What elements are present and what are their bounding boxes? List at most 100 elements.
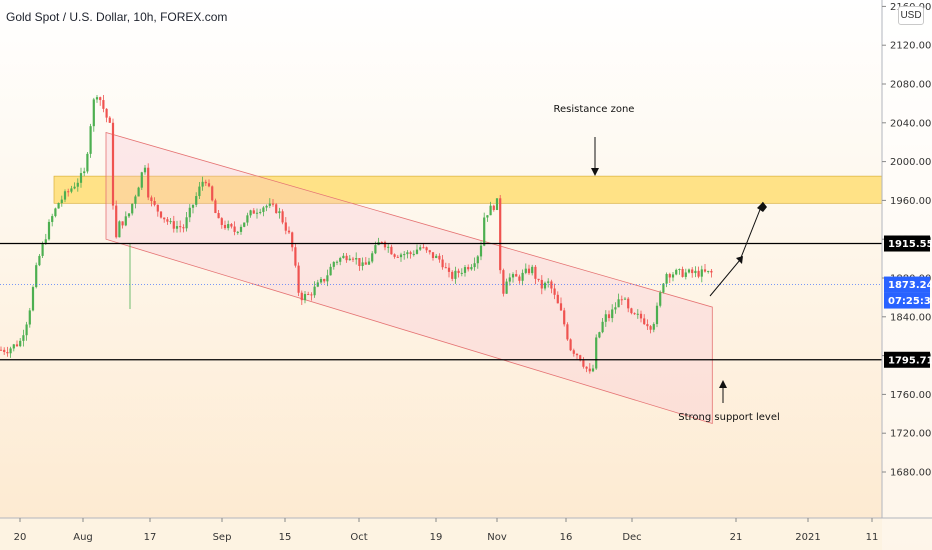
candle-body <box>566 324 569 340</box>
candle-body <box>284 222 287 231</box>
candle-body <box>163 217 166 220</box>
time-tick-label: Dec <box>622 532 641 543</box>
candle-body <box>188 207 191 218</box>
time-tick-label: 17 <box>144 532 157 543</box>
candle-body <box>54 208 57 217</box>
candle-body <box>419 247 422 250</box>
candle-body <box>262 207 265 212</box>
candle-body <box>623 298 627 300</box>
candle-body <box>12 344 15 349</box>
candle-body <box>95 97 99 100</box>
candle-body <box>287 230 291 233</box>
candle-body <box>537 278 540 280</box>
candle-body <box>339 258 342 262</box>
candle-body <box>367 261 371 265</box>
currency-button[interactable]: USD <box>898 6 924 25</box>
candle-body <box>595 337 598 369</box>
candle-body <box>316 282 319 287</box>
candle-body <box>579 355 582 361</box>
candle-body <box>47 221 51 240</box>
candle-body <box>361 262 364 267</box>
candle-body <box>291 232 294 248</box>
candle-body <box>355 258 358 260</box>
candle-body <box>303 294 307 301</box>
candle-body <box>70 188 73 192</box>
candle-body <box>684 272 687 277</box>
resistance-zone <box>53 175 883 204</box>
candle-body <box>169 221 172 223</box>
candle-body <box>524 268 527 273</box>
forecast-arrowhead <box>757 202 767 212</box>
candle-body <box>227 224 230 229</box>
candle-body <box>463 267 467 273</box>
candle-body <box>403 254 406 256</box>
candle-body <box>451 271 454 279</box>
candle-body <box>569 339 572 351</box>
candle-body <box>412 253 415 255</box>
candle-body <box>556 294 559 304</box>
candle-body <box>662 283 665 293</box>
candle-body <box>649 326 652 330</box>
candle-body <box>364 262 367 265</box>
candle-body <box>140 172 143 188</box>
candle-body <box>143 167 147 173</box>
candle-body <box>470 267 473 270</box>
candle-body <box>28 310 31 325</box>
candle-body <box>598 332 601 338</box>
candle-body <box>668 274 671 278</box>
candle-body <box>396 256 399 258</box>
candle-body <box>271 203 275 205</box>
candle-body <box>89 126 92 154</box>
candle-body <box>492 205 495 210</box>
time-tick-label: 19 <box>430 532 443 543</box>
candle-body <box>22 335 25 341</box>
time-tick-label: 2021 <box>795 532 820 543</box>
candle-body <box>15 344 19 347</box>
price-tick-label: 2120.00 <box>890 41 931 52</box>
candle-body <box>371 253 374 262</box>
candle-body <box>399 254 403 258</box>
candle-body <box>540 279 543 289</box>
candle-body <box>166 219 169 222</box>
candle-body <box>121 221 124 226</box>
candle-body <box>422 247 425 249</box>
price-level-tag <box>884 276 930 293</box>
candle-body <box>435 255 438 259</box>
candle-body <box>307 294 310 296</box>
candle-body <box>297 265 300 293</box>
candle-body <box>518 276 521 281</box>
candle-body <box>614 307 617 310</box>
price-level-tag-label: 1915.55 <box>888 239 932 250</box>
descending-channel <box>105 131 713 425</box>
candle-body <box>335 261 339 263</box>
candle-body <box>230 224 233 227</box>
candle-body <box>246 215 249 223</box>
candle-body <box>67 191 70 193</box>
candle-body <box>646 324 649 327</box>
candle-body <box>476 256 479 264</box>
candle-body <box>636 313 639 315</box>
candle-body <box>575 353 579 356</box>
candle-body <box>588 368 591 372</box>
time-tick-label: 16 <box>560 532 573 543</box>
time-tick-label: 15 <box>279 532 292 543</box>
candle-body <box>467 267 470 270</box>
candle-body <box>35 265 38 288</box>
candle-body <box>374 245 377 254</box>
candle-body <box>259 211 262 213</box>
candle-body <box>441 259 444 268</box>
resistance-arrowhead <box>591 168 599 176</box>
candle-body <box>489 205 492 216</box>
candle-body <box>332 262 335 267</box>
candle-body <box>329 266 332 276</box>
price-level-tag <box>884 351 930 368</box>
candle-body <box>83 171 86 174</box>
price-tick-label: 2040.00 <box>890 118 931 129</box>
candle-body <box>220 218 223 225</box>
candle-body <box>665 274 668 284</box>
candle-body <box>118 221 121 238</box>
candle-body <box>502 270 505 294</box>
candle-body <box>310 294 313 296</box>
candle-body <box>124 216 127 226</box>
